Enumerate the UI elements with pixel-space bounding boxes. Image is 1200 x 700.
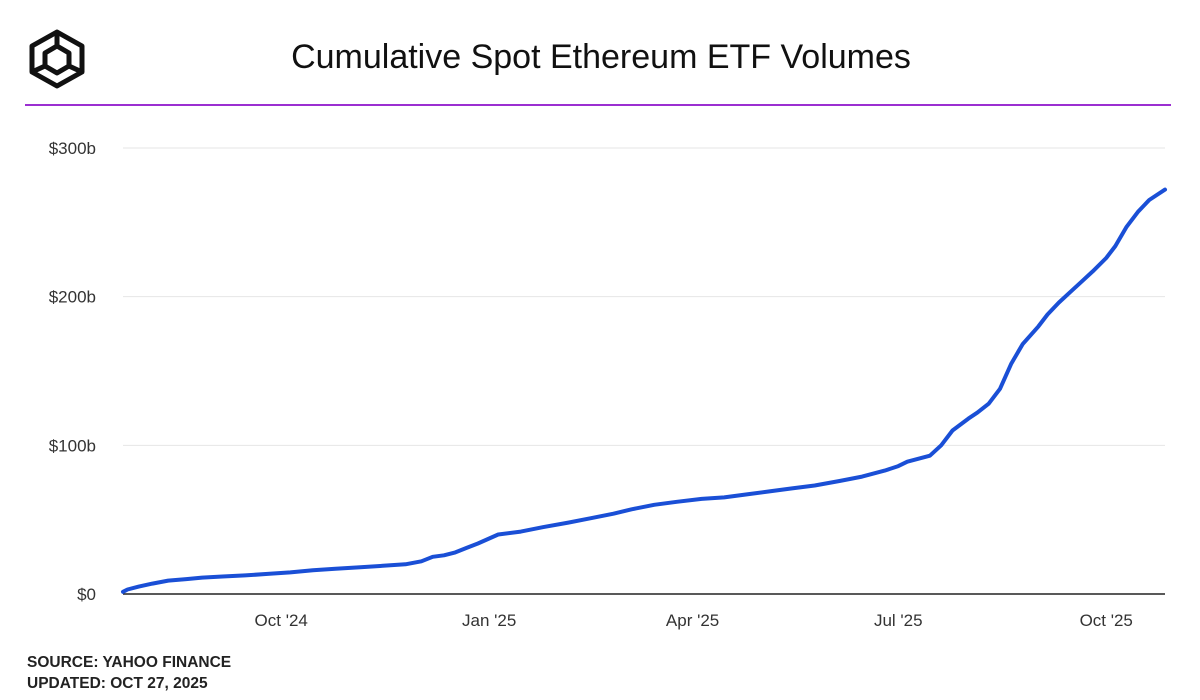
y-tick-label: $200b xyxy=(49,288,96,307)
y-tick-label: $0 xyxy=(77,585,96,604)
x-tick-label: Jan '25 xyxy=(462,611,516,630)
x-tick-label: Oct '25 xyxy=(1080,611,1133,630)
x-tick-label: Jul '25 xyxy=(874,611,923,630)
page-title: Cumulative Spot Ethereum ETF Volumes xyxy=(291,38,911,76)
source-note: SOURCE: YAHOO FINANCE UPDATED: OCT 27, 2… xyxy=(27,652,231,694)
series-line xyxy=(121,187,1167,594)
source-text: SOURCE: YAHOO FINANCE xyxy=(27,654,232,671)
y-tick-label: $100b xyxy=(49,436,96,455)
x-tick-label: Oct '24 xyxy=(255,611,308,630)
y-tick-label: $300b xyxy=(49,139,96,158)
y-axis-labels: $0 $300b $200b $100b xyxy=(49,139,96,604)
x-axis-labels: Oct '24 Jan '25 Apr '25 Jul '25 Oct '25 xyxy=(255,611,1133,630)
gridlines xyxy=(123,147,1165,446)
x-tick-label: Apr '25 xyxy=(666,611,719,630)
cube-logo-icon xyxy=(29,29,85,89)
title-divider xyxy=(25,104,1171,106)
updated-text: UPDATED: OCT 27, 2025 xyxy=(27,675,208,692)
